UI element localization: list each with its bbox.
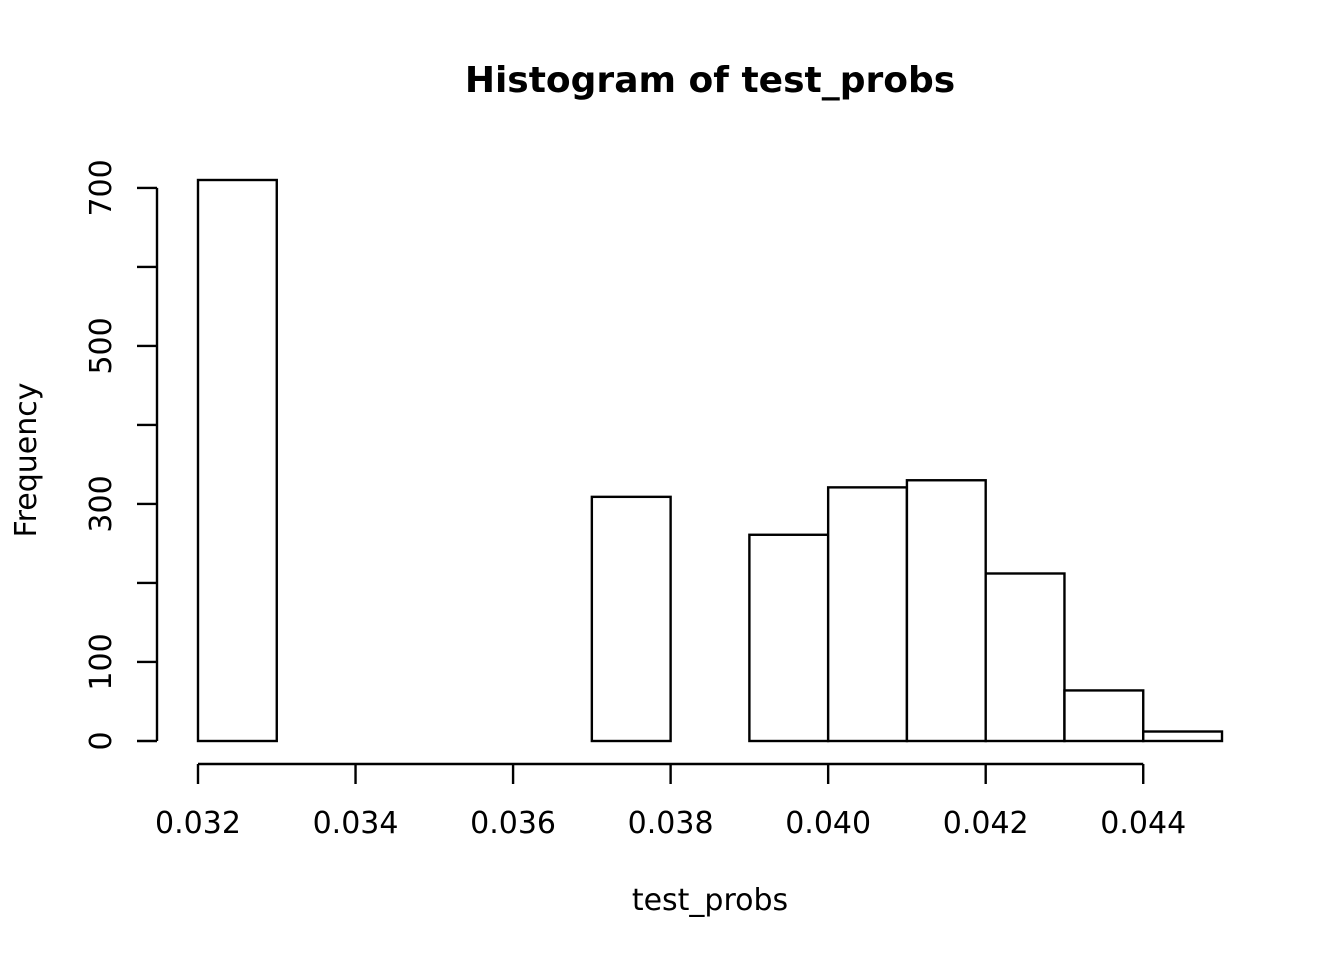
y-tick-label-5: 500 bbox=[84, 317, 119, 374]
x-axis-label: test_probs bbox=[632, 883, 788, 918]
y-tick-label-7: 700 bbox=[84, 159, 119, 216]
histogram-bar-5 bbox=[590, 495, 672, 743]
x-tick-label-4: 0.040 bbox=[785, 806, 871, 841]
x-tick-label-5: 0.042 bbox=[943, 806, 1029, 841]
x-tick-label-2: 0.036 bbox=[470, 806, 556, 841]
histogram-bar-8 bbox=[826, 486, 909, 743]
y-tick-label-0: 0 bbox=[84, 731, 119, 750]
bars-group bbox=[196, 178, 1224, 743]
x-tick-label-0: 0.032 bbox=[155, 806, 241, 841]
y-tick-label-3: 300 bbox=[84, 475, 119, 532]
x-axis: 0.032 0.034 0.036 0.038 0.040 0.042 0.044 bbox=[155, 762, 1186, 841]
y-axis-label: Frequency bbox=[9, 383, 44, 538]
histogram-bar-7 bbox=[748, 533, 830, 743]
y-axis: 0 100 300 500 700 bbox=[84, 159, 159, 751]
x-tick-label-6: 0.044 bbox=[1100, 806, 1186, 841]
histogram-bar-12 bbox=[1142, 730, 1224, 743]
histogram-bar-10 bbox=[984, 572, 1066, 743]
x-tick-label-1: 0.034 bbox=[313, 806, 399, 841]
x-tick-label-3: 0.038 bbox=[628, 806, 714, 841]
histogram-bar-9 bbox=[905, 479, 987, 743]
histogram-bar-0 bbox=[196, 178, 278, 743]
chart-title: Histogram of test_probs bbox=[465, 60, 955, 101]
histogram-bar-11 bbox=[1063, 689, 1145, 743]
y-tick-label-1: 100 bbox=[84, 633, 119, 690]
